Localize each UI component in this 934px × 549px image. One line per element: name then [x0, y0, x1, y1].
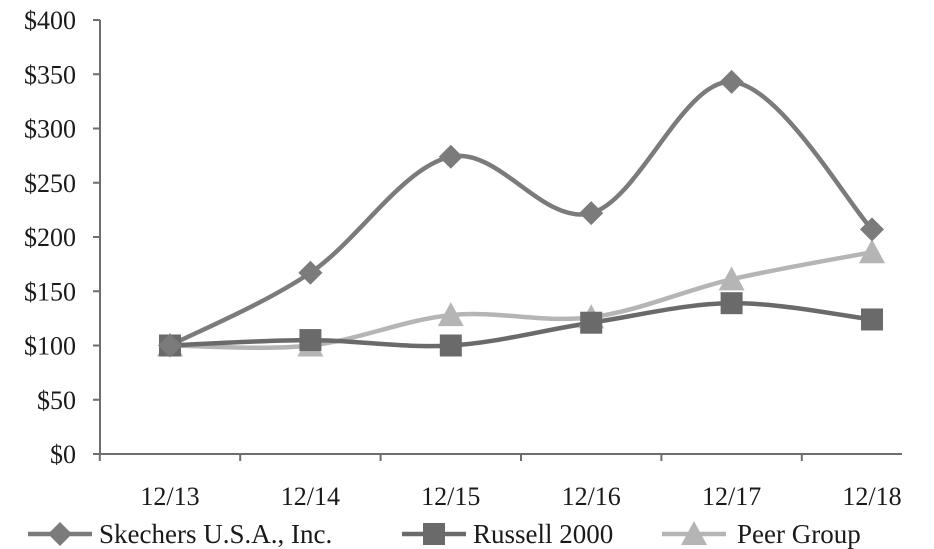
series-markers — [157, 69, 885, 358]
chart-axes — [99, 20, 902, 455]
legend-item: Skechers U.S.A., Inc. — [28, 519, 332, 549]
y-tick-label: $300 — [24, 115, 76, 144]
data-point-square — [299, 329, 322, 352]
data-point-square — [439, 334, 462, 357]
data-point-diamond — [579, 201, 604, 226]
y-tick-label: $0 — [50, 440, 76, 469]
x-tick-label: 12/18 — [842, 482, 901, 511]
data-point-square — [720, 292, 743, 315]
data-point-triangle — [437, 302, 464, 327]
legend-label: Skechers U.S.A., Inc. — [99, 519, 332, 549]
legend-label: Peer Group — [737, 519, 861, 549]
series-line — [167, 300, 875, 349]
y-tick-label: $250 — [24, 169, 76, 198]
y-axis-ticks: $0 $50 $100 $150 $200 $250 $300 $350 $400 — [24, 6, 100, 469]
x-axis-ticks: 12/13 12/14 12/15 12/16 12/17 12/18 — [98, 454, 902, 511]
y-tick-label: $200 — [24, 223, 76, 252]
data-point-diamond — [298, 260, 323, 285]
legend-item: Russell 2000 — [402, 519, 613, 549]
series-lines — [167, 79, 875, 351]
x-tick-label: 12/15 — [421, 482, 480, 511]
data-point-square — [580, 311, 603, 334]
data-point-triangle — [718, 266, 745, 291]
legend-label: Russell 2000 — [473, 519, 613, 549]
series-line — [167, 249, 875, 351]
y-tick-label: $400 — [24, 6, 76, 35]
y-tick-label: $150 — [24, 277, 76, 306]
legend: Skechers U.S.A., Inc. Russell 2000 Peer Gr… — [28, 519, 861, 549]
legend-marker-triangle — [681, 521, 707, 546]
y-tick-label: $350 — [24, 60, 76, 89]
data-point-diamond — [438, 144, 463, 169]
legend-marker-square — [423, 523, 445, 545]
data-point-diamond — [860, 217, 884, 242]
x-tick-label: 12/17 — [702, 482, 761, 511]
data-point-diamond — [158, 333, 182, 358]
y-tick-label: $50 — [37, 386, 76, 415]
y-tick-label: $100 — [24, 332, 76, 361]
data-point-triangle — [859, 239, 885, 264]
legend-item: Peer Group — [662, 519, 861, 549]
data-point-diamond — [719, 69, 744, 94]
data-point-square — [861, 308, 883, 331]
x-tick-label: 12/13 — [140, 482, 199, 511]
x-tick-label: 12/16 — [562, 482, 621, 511]
legend-marker-diamond — [48, 522, 72, 546]
x-tick-label: 12/14 — [281, 482, 340, 511]
